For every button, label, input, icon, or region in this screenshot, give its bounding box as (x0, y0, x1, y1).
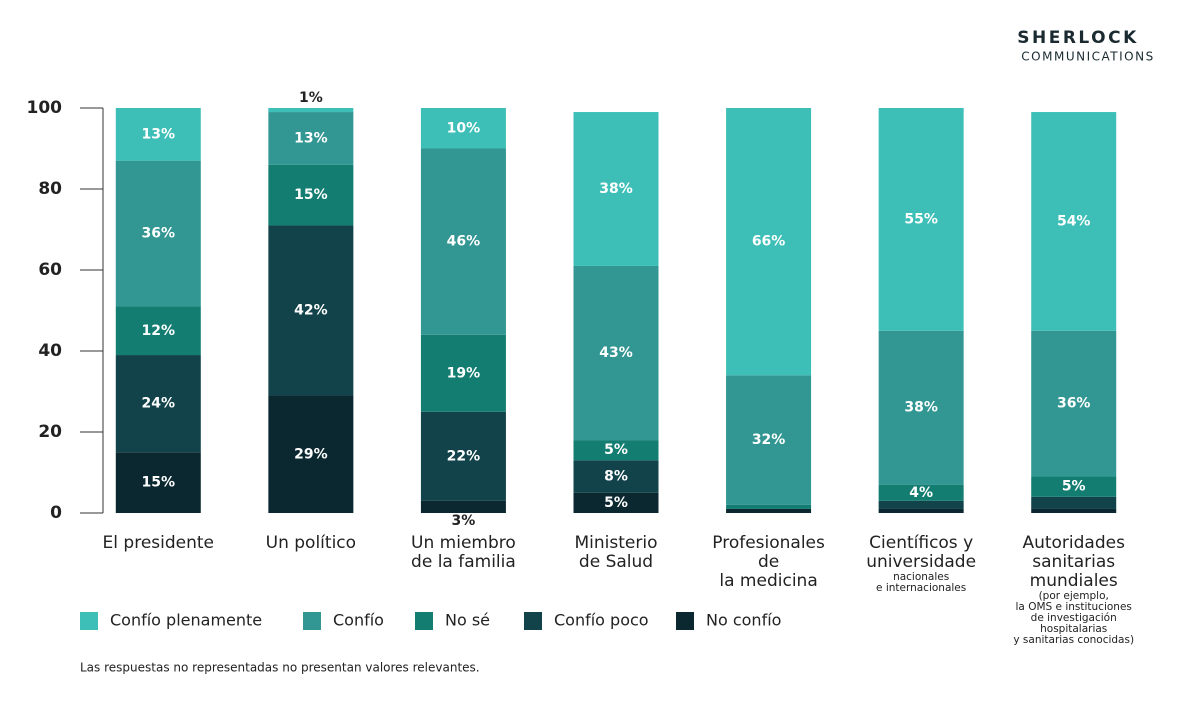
bar-segment (1031, 112, 1117, 331)
bar-segment (878, 508, 964, 513)
bar-segment (420, 148, 506, 335)
bar-segment (878, 108, 964, 331)
bar-segment (268, 108, 354, 113)
y-tick-label: 20 (38, 422, 62, 442)
data-label: 5% (604, 495, 628, 511)
x-tick-label: Ministerio de Salud (575, 533, 658, 572)
x-tick-label: Un político (266, 533, 356, 553)
bar-segment (115, 355, 201, 453)
bar-segment (573, 440, 659, 461)
bar-segment (420, 411, 506, 501)
logo-line1: SHERLOCK (1017, 28, 1139, 48)
data-label: 66% (752, 234, 786, 250)
data-label: 24% (142, 396, 176, 412)
y-tick-label: 60 (38, 260, 62, 280)
category-note: nacionales e internacionales (876, 571, 966, 594)
data-label: 55% (904, 211, 938, 227)
bar-segment (573, 460, 659, 493)
legend-swatch (676, 612, 694, 630)
bar-segment (573, 492, 659, 513)
data-label: 15% (294, 187, 328, 203)
bar-segment (420, 500, 506, 513)
data-label: 22% (447, 448, 481, 464)
bar-segment (115, 108, 201, 161)
data-label: 10% (447, 120, 481, 136)
legend-label: No sé (445, 611, 490, 630)
x-tick-label: Un miembro de la familia (411, 533, 516, 572)
bar-segment (115, 452, 201, 513)
legend-swatch (80, 612, 98, 630)
legend-swatch (524, 612, 542, 630)
bar-segment (115, 160, 201, 307)
data-label: 29% (294, 446, 328, 462)
bar-segment (1031, 508, 1117, 513)
bar-segment (268, 395, 354, 513)
data-label: 42% (294, 303, 328, 319)
legend-swatch (303, 612, 321, 630)
logo-line2: COMMUNICATIONS (1021, 50, 1154, 64)
data-label: 8% (604, 469, 628, 485)
y-tick-label: 0 (50, 503, 62, 523)
x-tick-label: Autoridades sanitarias mundiales (1022, 533, 1125, 591)
data-label: 38% (904, 400, 938, 416)
bar-segment (878, 330, 964, 485)
y-tick-label: 80 (38, 179, 62, 199)
bar-segment (878, 500, 964, 509)
data-label: 54% (1057, 213, 1091, 229)
data-label: 4% (909, 485, 933, 501)
data-label: 15% (142, 475, 176, 491)
data-label: 36% (142, 226, 176, 242)
bar-segment (420, 108, 506, 149)
y-tick-label: 40 (38, 341, 62, 361)
data-label: 5% (1062, 479, 1086, 495)
data-label: 5% (604, 442, 628, 458)
data-label: 32% (752, 432, 786, 448)
data-label: 13% (294, 130, 328, 146)
bar-segment (573, 265, 659, 441)
bar-segment (726, 508, 812, 513)
bar-segment (726, 375, 812, 505)
y-tick-label: 100 (27, 98, 63, 118)
x-tick-label: Científicos y universidade (866, 533, 976, 572)
data-label: 46% (447, 234, 481, 250)
data-label: 3% (452, 513, 476, 529)
bar-segment (115, 306, 201, 356)
data-label: 43% (599, 345, 633, 361)
legend-swatch (415, 612, 433, 630)
bar-segment (1031, 476, 1117, 497)
legend-label: Confío plenamente (110, 611, 262, 630)
bar-segment (573, 112, 659, 266)
data-label: 36% (1057, 396, 1091, 412)
bar-segment (268, 225, 354, 396)
bar-segment (878, 484, 964, 501)
category-note: (por ejemplo, la OMS e instituciones de in… (1013, 590, 1134, 646)
bar-segment (420, 334, 506, 412)
data-label: 12% (142, 323, 176, 339)
bar-segment (1031, 496, 1117, 509)
data-label: 38% (599, 181, 633, 197)
bar-segment (268, 164, 354, 226)
x-tick-label: El presidente (103, 533, 214, 553)
legend-label: Confío poco (554, 611, 649, 630)
bar-segment (1031, 330, 1117, 477)
bar-segment (726, 108, 812, 376)
footnote: Las respuestas no representadas no prese… (80, 661, 480, 675)
bar-segment (726, 504, 812, 509)
legend-label: No confío (706, 611, 781, 630)
x-tick-label: Profesionales de la medicina (712, 533, 825, 591)
legend-label: Confío (333, 611, 384, 630)
bar-segment (268, 112, 354, 165)
data-label: 13% (142, 126, 176, 142)
data-label: 1% (299, 90, 323, 106)
data-label: 19% (447, 365, 481, 381)
